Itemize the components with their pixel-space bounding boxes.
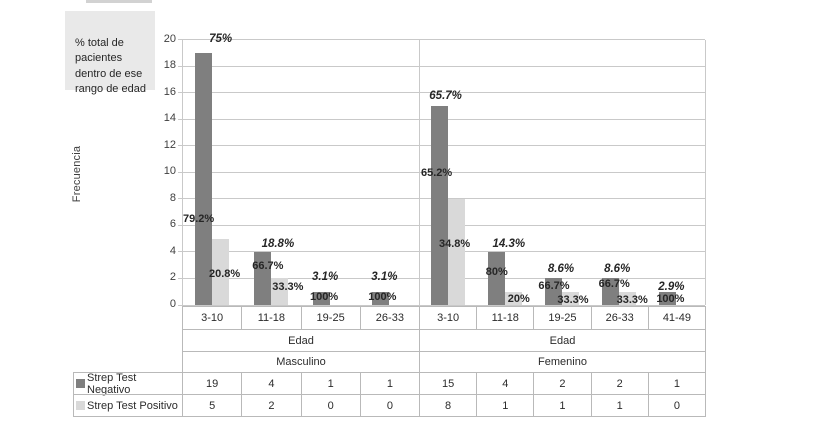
frequency-value-cell: 0 bbox=[359, 394, 420, 417]
frequency-value-cell: 1 bbox=[359, 372, 420, 395]
percent-data-label: 100% bbox=[368, 290, 397, 303]
percent-data-label: 33.3% bbox=[272, 281, 304, 293]
percent-data-label: 80% bbox=[485, 266, 508, 278]
percent-data-label: 75% bbox=[209, 32, 233, 45]
legend-swatch bbox=[76, 401, 85, 410]
y-tick-label: 6 bbox=[169, 218, 176, 231]
bar-strep-positivo bbox=[504, 291, 522, 305]
age-range-cell: 11-18 bbox=[241, 306, 302, 330]
annotation-text: % total de pacientes dentro de ese rango… bbox=[75, 36, 146, 96]
axis-title-cell: Edad bbox=[419, 329, 706, 352]
y-tick-label: 10 bbox=[163, 165, 176, 178]
percent-data-label: 66.7% bbox=[252, 260, 284, 273]
age-range-cell: 26-33 bbox=[359, 306, 420, 330]
bar-strep-positivo bbox=[619, 291, 637, 305]
sex-group-cell: Femenino bbox=[419, 351, 706, 373]
bar-strep-negativo bbox=[313, 291, 331, 305]
percent-data-label: 18.8% bbox=[261, 237, 295, 250]
percent-data-label: 100% bbox=[310, 290, 339, 303]
percent-data-label: 33.3% bbox=[557, 294, 589, 307]
y-tick-label: 16 bbox=[163, 85, 176, 98]
frequency-value-cell: 15 bbox=[419, 372, 478, 395]
percent-data-label: 66.7% bbox=[538, 279, 570, 292]
age-range-cell: 26-33 bbox=[590, 306, 649, 330]
percent-data-label: 20% bbox=[507, 292, 530, 305]
bar-strep-negativo bbox=[545, 278, 562, 305]
axis-title-cell: Edad bbox=[182, 329, 420, 352]
y-tick-label: 12 bbox=[163, 138, 176, 151]
frequency-value-cell: 0 bbox=[300, 394, 361, 417]
frequency-value-cell: 2 bbox=[590, 372, 649, 395]
frequency-value-cell: 2 bbox=[533, 372, 592, 395]
age-range-cell: 3-10 bbox=[419, 306, 478, 330]
sex-group-cell: Masculino bbox=[182, 351, 420, 373]
gridline bbox=[178, 39, 705, 40]
gridline bbox=[178, 65, 705, 67]
plot-border-line bbox=[182, 39, 183, 305]
percent-data-label: 8.6% bbox=[604, 262, 631, 275]
age-range-cell: 41-49 bbox=[647, 306, 706, 330]
bar-strep-positivo bbox=[211, 238, 229, 305]
y-tick-label: 8 bbox=[169, 191, 176, 204]
bar-strep-negativo bbox=[659, 291, 677, 305]
percent-data-label: 79.2% bbox=[183, 213, 215, 226]
legend-cell: Strep Test Negativo bbox=[73, 371, 183, 396]
frequency-value-cell: 4 bbox=[476, 372, 535, 395]
frequency-value-cell: 19 bbox=[182, 372, 243, 395]
bar-strep-positivo bbox=[447, 198, 465, 305]
bar-strep-negativo bbox=[372, 291, 390, 305]
percent-data-label: 8.6% bbox=[547, 262, 575, 275]
percent-data-label: 2.9% bbox=[658, 281, 685, 293]
frequency-value-cell: 1 bbox=[300, 372, 361, 395]
frequency-value-cell: 1 bbox=[590, 394, 649, 417]
percent-data-label: 65.7% bbox=[429, 89, 462, 102]
bar-strep-negativo bbox=[253, 251, 271, 305]
legend-series-label: Strep Test Positivo bbox=[87, 399, 178, 412]
percent-data-label: 3.1% bbox=[312, 270, 339, 283]
frequency-value-cell: 5 bbox=[182, 394, 243, 417]
clipped-top-edge bbox=[86, 0, 152, 3]
percent-data-label: 33.3% bbox=[616, 294, 648, 307]
y-axis-title: Frecuencia bbox=[71, 145, 83, 203]
gridline bbox=[178, 304, 705, 306]
y-tick-label: 18 bbox=[163, 59, 176, 72]
percent-data-label: 100% bbox=[656, 292, 685, 305]
frequency-value-cell: 1 bbox=[476, 394, 535, 417]
percent-data-label: 3.1% bbox=[371, 270, 398, 283]
frequency-value-cell: 2 bbox=[241, 394, 302, 417]
y-tick-label: 20 bbox=[163, 32, 176, 45]
bar-strep-negativo bbox=[194, 52, 212, 305]
age-range-cell: 19-25 bbox=[300, 306, 361, 330]
percent-data-label: 66.7% bbox=[598, 277, 630, 290]
y-tick-label: 4 bbox=[169, 244, 176, 257]
plot-border-line bbox=[705, 39, 706, 305]
age-range-cell: 11-18 bbox=[476, 306, 535, 330]
percent-data-label: 20.8% bbox=[209, 267, 241, 280]
percent-data-label: 34.8% bbox=[438, 237, 471, 250]
legend-swatch bbox=[76, 379, 85, 388]
legend-cell: Strep Test Positivo bbox=[73, 394, 183, 417]
frequency-value-cell: 8 bbox=[419, 394, 478, 417]
bar-strep-positivo bbox=[562, 291, 579, 305]
y-tick-label: 2 bbox=[169, 271, 176, 284]
age-range-cell: 3-10 bbox=[182, 306, 243, 330]
y-tick-label: 14 bbox=[163, 112, 176, 125]
frequency-value-cell: 1 bbox=[647, 372, 706, 395]
bar-strep-negativo bbox=[602, 278, 620, 305]
legend-series-label: Strep Test Negativo bbox=[87, 371, 137, 396]
percent-data-label: 14.3% bbox=[492, 237, 526, 250]
gridline bbox=[178, 92, 705, 94]
y-tick-label: 0 bbox=[169, 298, 176, 310]
frequency-value-cell: 4 bbox=[241, 372, 302, 395]
bar-strep-negativo bbox=[430, 105, 448, 305]
percent-data-label: 65.2% bbox=[420, 166, 453, 179]
age-range-cell: 19-25 bbox=[533, 306, 592, 330]
frequency-value-cell: 0 bbox=[647, 394, 706, 417]
annotation-box: % total de pacientes dentro de ese rango… bbox=[65, 11, 155, 95]
bar-strep-positivo bbox=[270, 278, 288, 305]
plot-border-line bbox=[419, 39, 420, 305]
bar-strep-negativo bbox=[487, 251, 505, 305]
frequency-value-cell: 1 bbox=[533, 394, 592, 417]
